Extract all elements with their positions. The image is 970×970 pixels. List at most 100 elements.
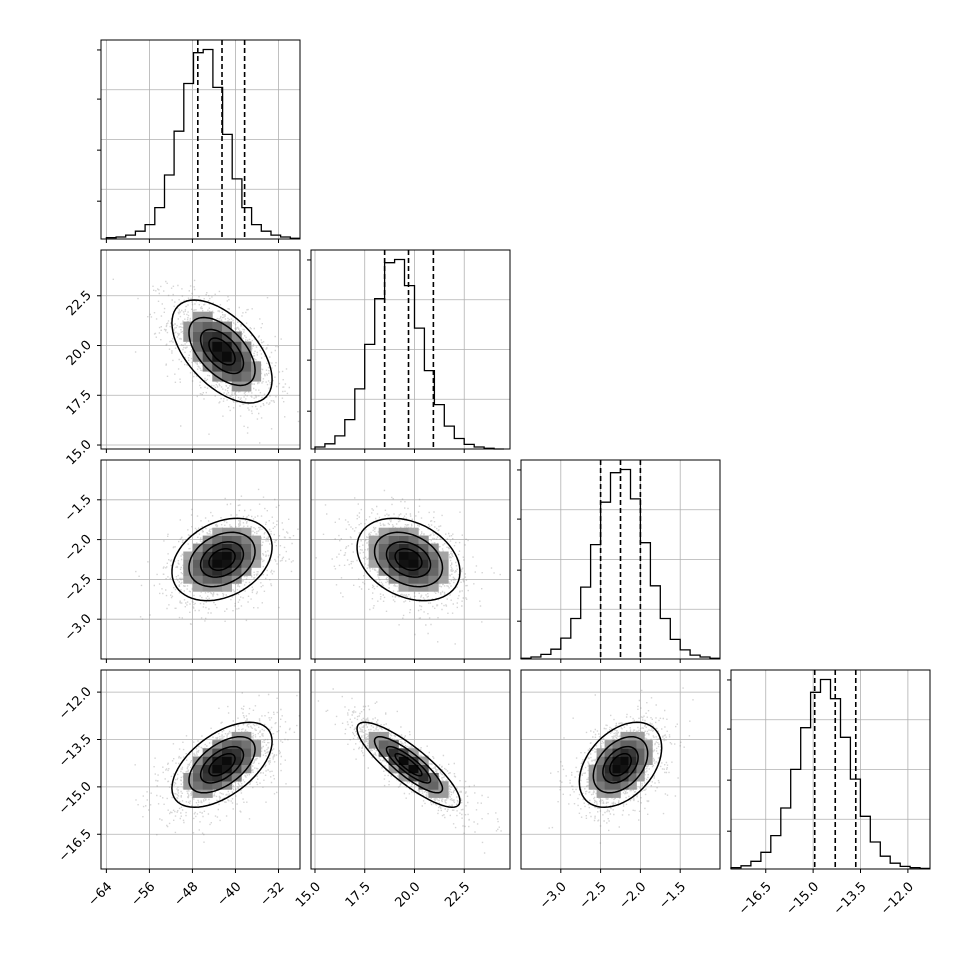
density-cell [596, 781, 605, 790]
density-cell [620, 773, 629, 782]
density-cell [408, 567, 419, 576]
y-tick-label: −3.0 [62, 611, 95, 644]
density-cell [231, 551, 242, 560]
density-cell [620, 756, 629, 765]
density-cell [398, 551, 409, 560]
density-cell [378, 543, 389, 552]
hist-frame [310, 249, 511, 450]
density-cell [620, 781, 629, 790]
density-cell [620, 731, 629, 741]
hist-panel-2 [517, 459, 721, 663]
density-cell [212, 781, 223, 790]
density-cell [398, 756, 409, 765]
density-cell [212, 583, 223, 592]
contour-2 [385, 745, 432, 784]
density-cell [241, 543, 252, 552]
y-tick-label: 22.5 [64, 288, 95, 319]
density-cell [222, 551, 232, 560]
density-cell [241, 361, 252, 372]
density-cell [231, 535, 242, 544]
density-cell [183, 551, 194, 560]
density-cell [251, 559, 262, 568]
density-cell [408, 583, 419, 592]
density-cell [604, 764, 613, 774]
x-tick-label: 15.0 [293, 879, 324, 910]
density-cell [604, 773, 613, 782]
density-cell [388, 764, 399, 774]
density-cell [636, 740, 645, 749]
density-cell [368, 731, 379, 741]
density-cell [251, 535, 262, 544]
density-cell [636, 756, 645, 765]
density-cell [398, 764, 409, 774]
density-cell [222, 764, 232, 774]
contour-1 [188, 316, 256, 387]
density-cell [620, 748, 629, 757]
hist-frame [100, 39, 301, 240]
x-tick-label: −12.0 [878, 879, 917, 918]
density-cell [231, 756, 242, 765]
density-cell [241, 381, 252, 392]
y-tick-label: 20.0 [64, 338, 95, 369]
panel-content [112, 278, 300, 444]
y-tick-label: 17.5 [64, 388, 95, 419]
x-tick-label: −16.5 [736, 879, 775, 918]
density-cell [212, 543, 223, 552]
density-cell [241, 371, 252, 382]
density-cell [628, 748, 637, 757]
density-cell [428, 567, 439, 576]
density-cell [388, 567, 399, 576]
density-cell [212, 351, 223, 362]
histogram-series [314, 258, 504, 450]
density-cell [408, 527, 419, 536]
scatter-panel-2-1 [310, 459, 511, 663]
density-cell [251, 543, 262, 552]
density-cell [222, 351, 232, 362]
y-tick-label: −15.0 [56, 779, 95, 818]
density-cell [596, 773, 605, 782]
density-cell [212, 559, 223, 568]
density-cell [628, 773, 637, 782]
density-cell [251, 361, 262, 372]
density-cell [428, 773, 439, 782]
density-cell [202, 748, 213, 757]
density-cell [418, 773, 429, 782]
density-cell [212, 764, 223, 774]
density-cell [620, 764, 629, 774]
density-cell [202, 361, 213, 372]
density-cell [222, 575, 232, 584]
density-cell [398, 543, 409, 552]
density-cell [202, 781, 213, 790]
density-cell [212, 331, 223, 342]
density-cell [408, 559, 419, 568]
scatter-panel-2-0 [97, 459, 301, 663]
density-cell [202, 543, 213, 552]
scatter-panel-3-2 [520, 669, 721, 873]
density-cell [202, 764, 213, 774]
density-cell [193, 551, 203, 560]
density-cell [251, 551, 262, 560]
density-cell [241, 351, 252, 362]
panel-frame [100, 249, 301, 450]
density-cell [222, 535, 232, 544]
hist-panel-3 [727, 669, 931, 873]
density-cell [604, 789, 613, 798]
density-cell [241, 756, 252, 765]
density-cell [241, 527, 252, 536]
contour-2 [602, 745, 639, 784]
density-cell [368, 740, 379, 749]
density-cell [193, 583, 203, 592]
density-cell [438, 575, 449, 584]
density-cell [378, 535, 389, 544]
scatter-panel-3-1 [310, 669, 511, 873]
density-cell [251, 748, 262, 757]
y-tick-label: 15.0 [64, 437, 95, 468]
density-cell [212, 321, 223, 332]
density-cell [183, 781, 194, 790]
density-cell [418, 551, 429, 560]
contour-0 [578, 721, 663, 808]
density-cell [241, 559, 252, 568]
density-cell [398, 773, 409, 782]
density-cell [408, 535, 419, 544]
contour-0 [171, 299, 273, 404]
